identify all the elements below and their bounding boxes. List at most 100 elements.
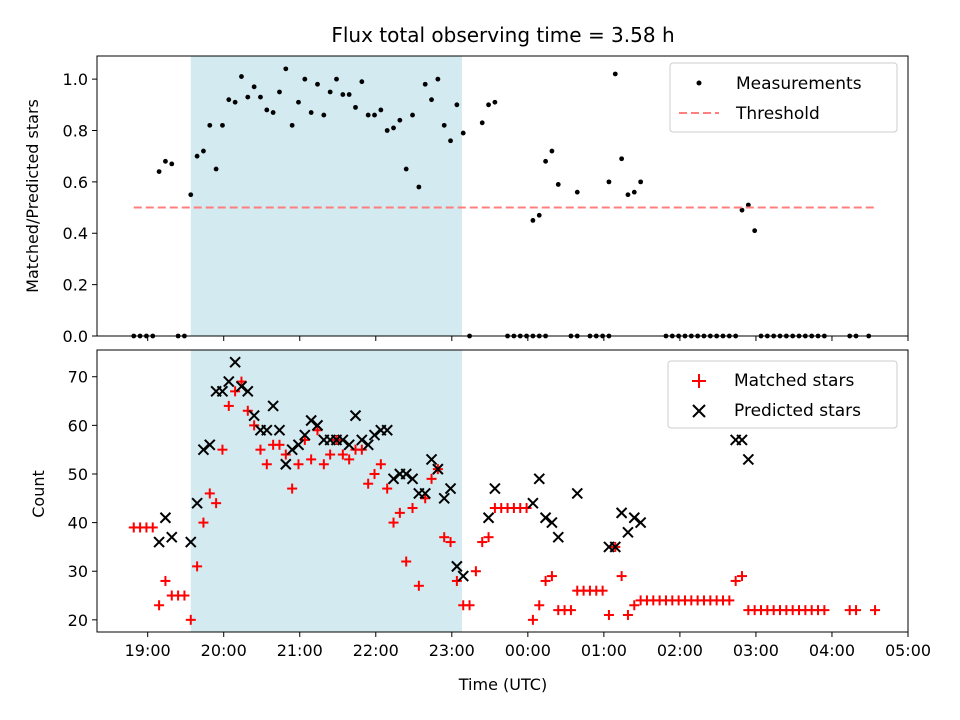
measurement-point (289, 122, 295, 128)
measurement-point (346, 92, 352, 97)
measurement-point (492, 99, 498, 105)
measurement-point (625, 192, 631, 198)
predicted-stars-point (273, 424, 286, 436)
matched-stars-point (629, 600, 640, 611)
y-tick-label: 0.4 (63, 224, 88, 243)
x-tick-label: 22:00 (353, 641, 399, 660)
predicted-stars-point (571, 487, 583, 500)
matched-stars-point (363, 478, 374, 489)
ratio-legend-box (669, 62, 898, 133)
y-tick-label: 70 (68, 368, 88, 387)
measurement-point (220, 122, 225, 128)
matched-stars-point (603, 609, 614, 620)
measurement-point (606, 179, 612, 185)
matched-stars-point (185, 614, 196, 625)
matched-stars-point (597, 585, 608, 596)
matched-stars-point (521, 503, 532, 514)
matched-stars-point (255, 444, 266, 455)
predicted-stars-point (242, 385, 254, 398)
predicted-stars-point (628, 512, 640, 524)
matched-stars-point (147, 522, 158, 533)
matched-stars-point (616, 571, 627, 582)
predicted-stars-point (482, 512, 495, 524)
x-axis-label: Time (UTC) (458, 675, 547, 694)
legend-label-matched: Matched stars (734, 371, 854, 391)
matched-stars-point (407, 503, 418, 514)
matched-stars-point (217, 444, 228, 455)
measurement-point (441, 122, 447, 128)
matched-stars-point (870, 605, 881, 616)
measurement-point (264, 107, 270, 113)
measurement-point (334, 76, 339, 82)
predicted-stars-point (419, 487, 431, 500)
measurement-point (251, 84, 257, 90)
predicted-stars-point (400, 468, 412, 480)
matched-stars-point (261, 459, 272, 470)
matched-stars-point (394, 507, 405, 518)
matched-stars-point (280, 449, 291, 460)
x-tick-label: 21:00 (277, 641, 323, 660)
matched-stars-point (198, 517, 209, 528)
matched-stars-point (356, 444, 367, 455)
measurement-point (156, 169, 162, 174)
matched-stars-point (388, 517, 399, 528)
x-tick-label: 02:00 (657, 641, 703, 660)
predicted-stars-point (299, 429, 311, 441)
measurement-point (277, 89, 282, 95)
measurement-point (549, 148, 555, 154)
matched-stars-point (622, 609, 633, 620)
ratio-plot-frame (96, 55, 909, 337)
predicted-stars-point (742, 453, 755, 466)
matched-stars-point (730, 575, 741, 586)
measurement-point (372, 112, 377, 118)
predicted-stars-point (546, 516, 558, 529)
matched-stars-point (483, 532, 494, 543)
count-plot-frame (96, 349, 909, 633)
measurement-point (422, 81, 428, 87)
matched-stars-point (192, 561, 203, 572)
predicted-stars-point (349, 409, 362, 422)
predicted-stars-point (292, 439, 305, 451)
matched-stars-point (325, 449, 336, 460)
measurement-point (460, 130, 466, 136)
matched-stars-point (211, 498, 222, 509)
predicted-stars-point (235, 380, 248, 393)
measurement-point (315, 81, 320, 87)
predicted-stars-point (615, 507, 628, 519)
measurement-point (188, 192, 194, 198)
predicted-stars-point (634, 516, 647, 529)
measurement-point (378, 107, 384, 113)
legend-label-predicted: Predicted stars (734, 401, 861, 421)
matched-stars-point (293, 459, 304, 470)
measurement-point (258, 94, 263, 100)
x-tick-label: 00:00 (505, 641, 551, 660)
matched-stars-point (223, 400, 234, 411)
measurement-point (359, 79, 365, 85)
measurement-point (194, 153, 200, 159)
x-tick-label: 01:00 (581, 641, 627, 660)
x-tick-label: 23:00 (429, 641, 475, 660)
y-tick-label: 20 (68, 611, 88, 630)
matched-stars-point (236, 376, 247, 387)
y-tick-label: 0.8 (63, 121, 88, 140)
matched-stars-point (287, 483, 298, 494)
predicted-stars-point (153, 536, 165, 548)
matched-stars-point (230, 386, 241, 397)
matched-stars-point (312, 425, 323, 436)
matched-stars-point (451, 575, 462, 586)
x-tick-label: 03:00 (733, 641, 779, 660)
matched-stars-point (819, 605, 830, 616)
y-tick-label: 50 (68, 465, 88, 484)
measurement-point (327, 89, 333, 95)
matched-stars-point (534, 600, 545, 611)
measurement-point (391, 125, 396, 131)
y-tick-label: 60 (68, 416, 88, 435)
measurement-point (448, 138, 453, 144)
predicted-stars-point (223, 375, 235, 388)
measurement-point (454, 102, 460, 108)
measurement-point (619, 156, 625, 162)
measurement-point (479, 120, 485, 126)
ratio-x-ticks (147, 336, 909, 341)
matched-stars-point (204, 488, 215, 499)
measurement-point (429, 97, 434, 103)
